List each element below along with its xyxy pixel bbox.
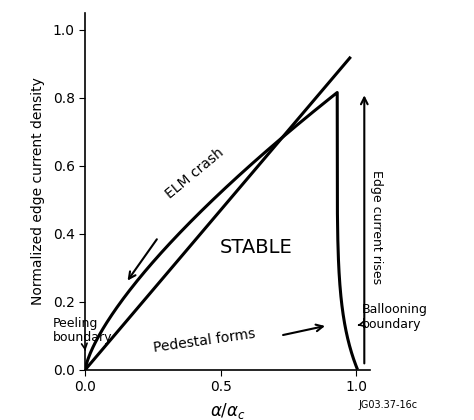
Text: Edge current rises: Edge current rises [370, 170, 383, 284]
Text: JG03.37-16c: JG03.37-16c [359, 400, 418, 410]
Text: STABLE: STABLE [219, 238, 292, 257]
Text: Peeling
boundary: Peeling boundary [53, 317, 112, 350]
Y-axis label: Normalized edge current density: Normalized edge current density [30, 77, 45, 305]
Text: Pedestal forms: Pedestal forms [153, 327, 256, 355]
Text: ELM crash: ELM crash [163, 146, 227, 202]
Text: Ballooning
boundary: Ballooning boundary [359, 303, 428, 331]
X-axis label: $\alpha/\alpha_c$: $\alpha/\alpha_c$ [210, 401, 246, 420]
